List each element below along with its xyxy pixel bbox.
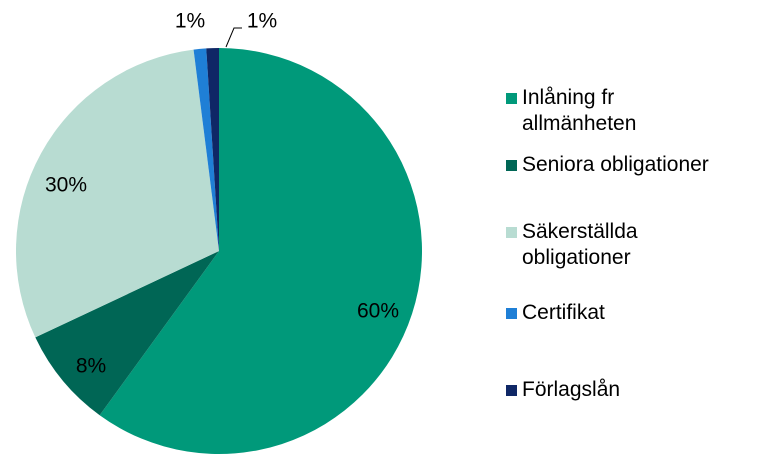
legend-label: Säkerställda obligationer [522,220,638,269]
pie-slice [193,48,219,251]
legend-swatch [506,160,517,171]
legend-item: Inlåning fr allmänheten [506,85,706,137]
pie-slice [35,251,220,416]
data-label: 1% [247,10,277,33]
data-label: 8% [76,355,106,378]
pie-slice [99,47,423,455]
leader-line [225,27,242,48]
legend-label: Certifikat [522,301,605,324]
legend-label: Seniora obligationer [522,153,709,176]
pie-slice [16,49,219,338]
legend-swatch [506,227,517,238]
data-label: 1% [175,10,205,33]
data-label: 30% [45,174,87,197]
legend-swatch [506,308,517,319]
legend-label: Förlagslån [522,378,621,401]
legend-swatch [506,385,517,396]
legend-item: Förlagslån [506,377,706,403]
data-label: 60% [357,300,399,323]
legend-item: Certifikat [506,300,706,326]
legend-item: Seniora obligationer [506,152,756,178]
legend-label: Inlåning fr allmänheten [522,86,637,135]
legend-swatch [506,93,517,104]
legend-item: Säkerställda obligationer [506,219,706,271]
pie-slice [206,48,219,251]
